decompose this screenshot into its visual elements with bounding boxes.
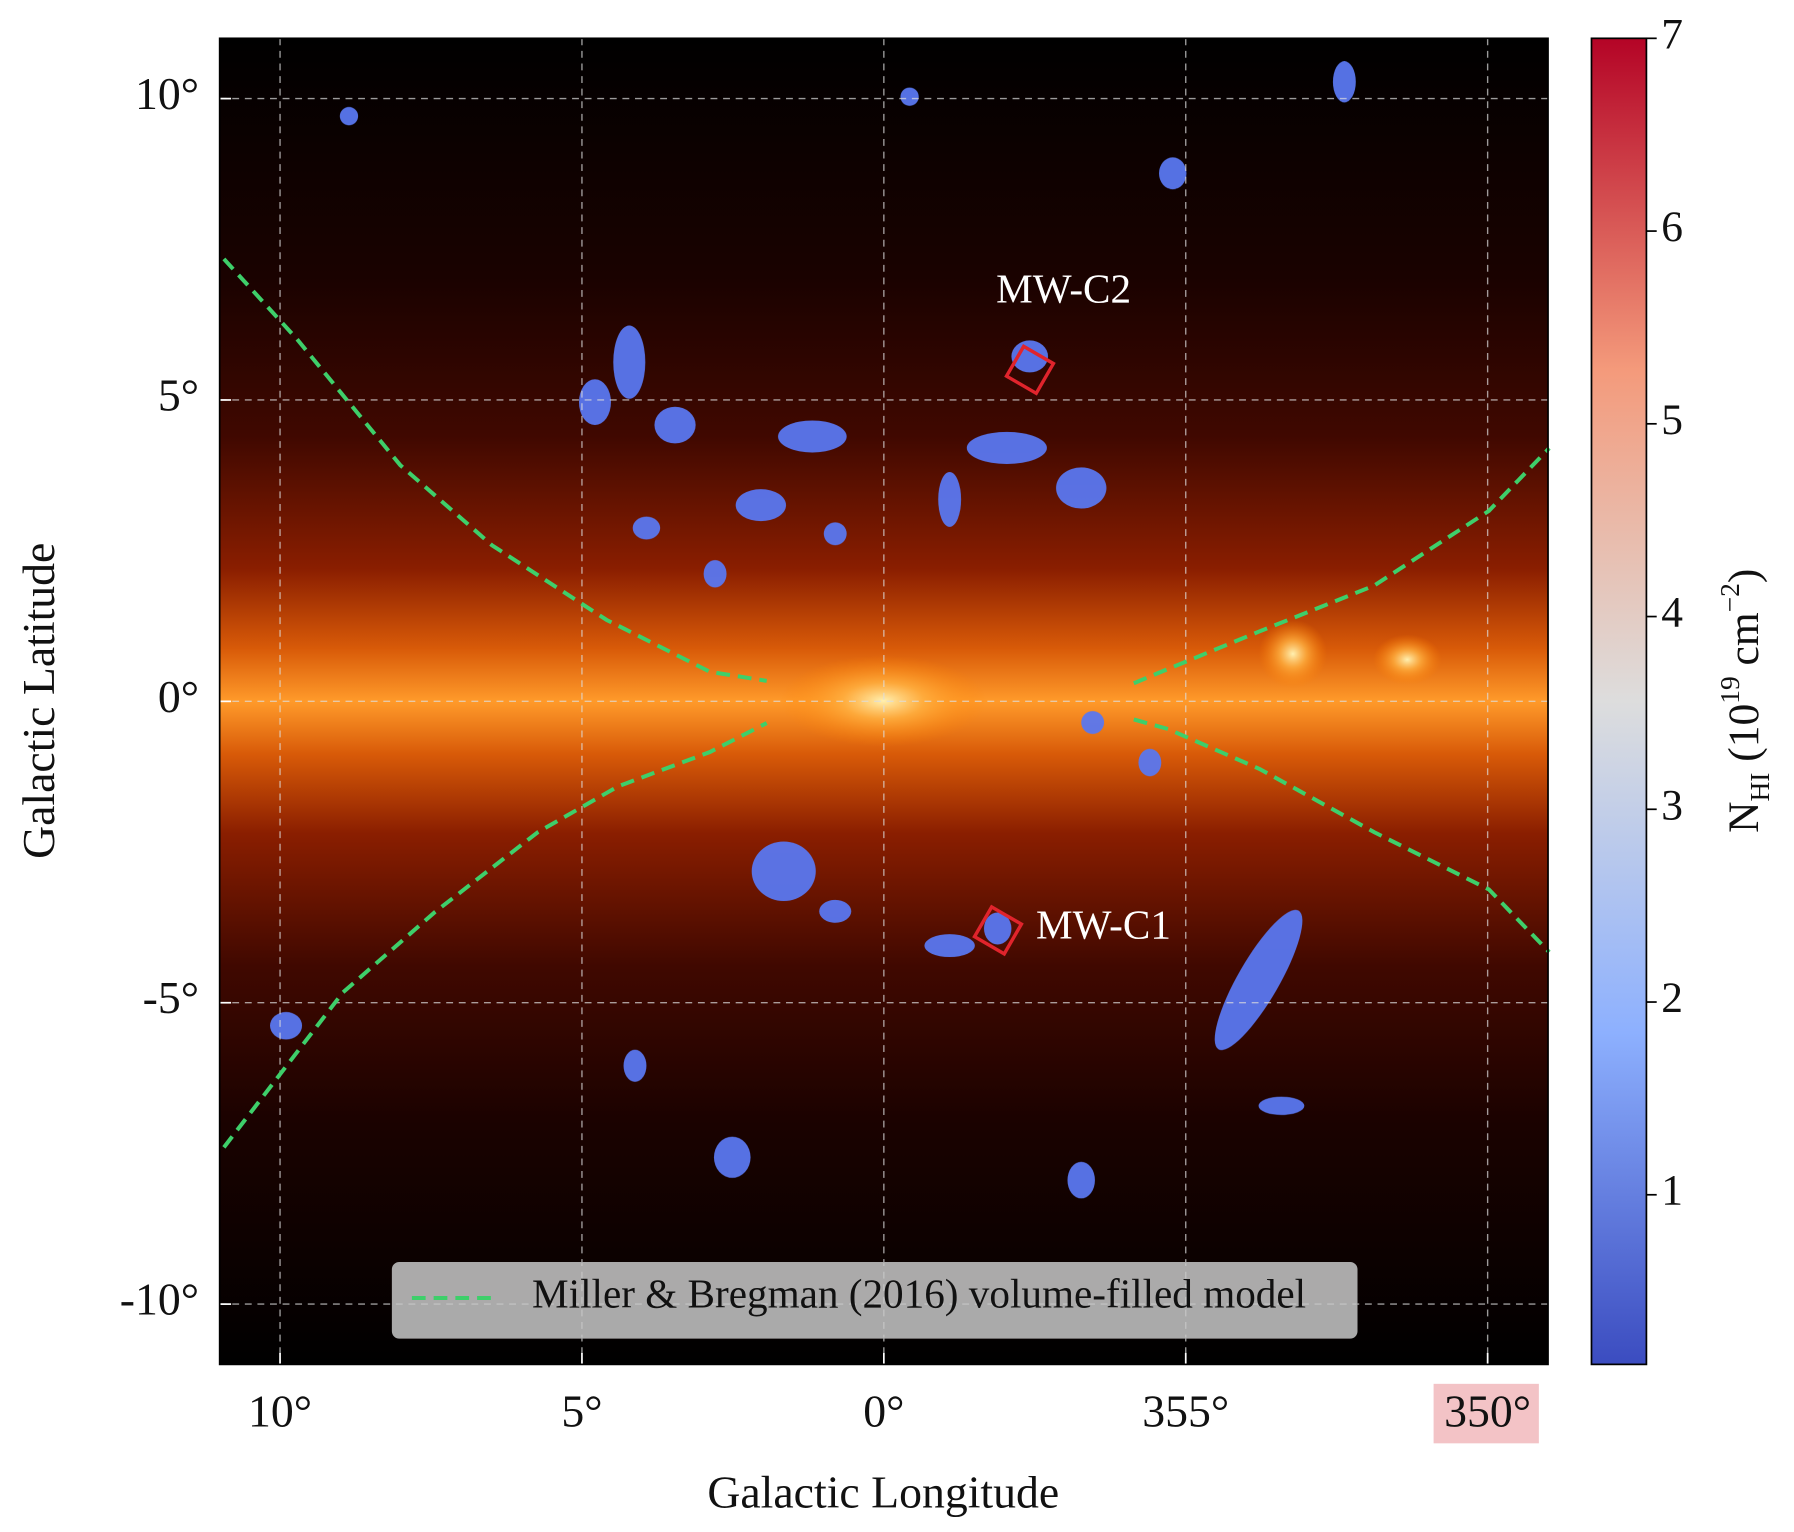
y-tick-label: 10° <box>135 68 199 119</box>
x-tick-label: 5° <box>561 1385 602 1436</box>
galactic-center <box>780 655 987 747</box>
legend-box <box>391 1261 1358 1339</box>
colorbar-label-part: −2 <box>1716 583 1746 612</box>
colorbar-label-part: ) <box>1720 569 1768 583</box>
colorbar-tick-label: 2 <box>1661 974 1683 1022</box>
sky-image <box>219 38 1549 1365</box>
annotation: MW-C2 <box>996 266 1131 312</box>
bright-region <box>1372 634 1442 685</box>
overlay: MW-C2 MW-C1 <box>972 266 1171 957</box>
colorbar-tick-label: 7 <box>1661 10 1683 58</box>
colorbar <box>1590 37 1648 1366</box>
model-curve <box>222 257 768 683</box>
model-curve <box>1133 717 1551 954</box>
y-axis-label: Galactic Latitude <box>13 543 64 859</box>
x-tick-label: 350° <box>1444 1385 1531 1436</box>
marker-box <box>972 904 1024 957</box>
model-curve <box>222 721 768 1149</box>
colorbar-label: NHI (1019 cm−2) <box>1716 569 1776 833</box>
plot-frame <box>218 37 1549 1366</box>
x-axis-label: Galactic Longitude <box>707 1467 1059 1518</box>
highlight <box>1433 1383 1539 1444</box>
annotation: MW-C1 <box>1036 902 1171 948</box>
model-curves <box>222 257 1551 1149</box>
bright-region <box>1258 619 1328 689</box>
colorbar-tick-label: 5 <box>1661 396 1683 444</box>
colorbar-tick-label: 1 <box>1661 1167 1683 1215</box>
colorbar-label-part: HI <box>1746 773 1776 802</box>
y-tick-label: 5° <box>158 369 199 420</box>
colorbar-label-part: cm <box>1720 612 1768 676</box>
colorbar-label-part: N <box>1720 802 1768 833</box>
y-tick-label: 0° <box>158 671 199 722</box>
colorbar-tick-label: 6 <box>1661 203 1683 251</box>
x-tick-label: 10° <box>248 1385 312 1436</box>
y-tick-label: -5° <box>143 972 199 1023</box>
model-curve <box>1133 446 1551 686</box>
colorbar-label-part: (10 <box>1720 704 1768 773</box>
y-tick-label: -10° <box>120 1274 199 1325</box>
x-tick-label: 355° <box>1142 1385 1229 1436</box>
marker-box <box>1004 344 1056 396</box>
hi-clouds <box>270 61 1356 1199</box>
colorbar-label-part: 19 <box>1716 676 1746 703</box>
grid <box>219 38 1549 1365</box>
x-tick-label: 0° <box>863 1385 904 1436</box>
colorbar-tick-label: 3 <box>1661 781 1683 829</box>
colorbar-tick-label: 4 <box>1661 589 1683 637</box>
legend-label: Miller & Bregman (2016) volume-filled mo… <box>532 1270 1306 1317</box>
